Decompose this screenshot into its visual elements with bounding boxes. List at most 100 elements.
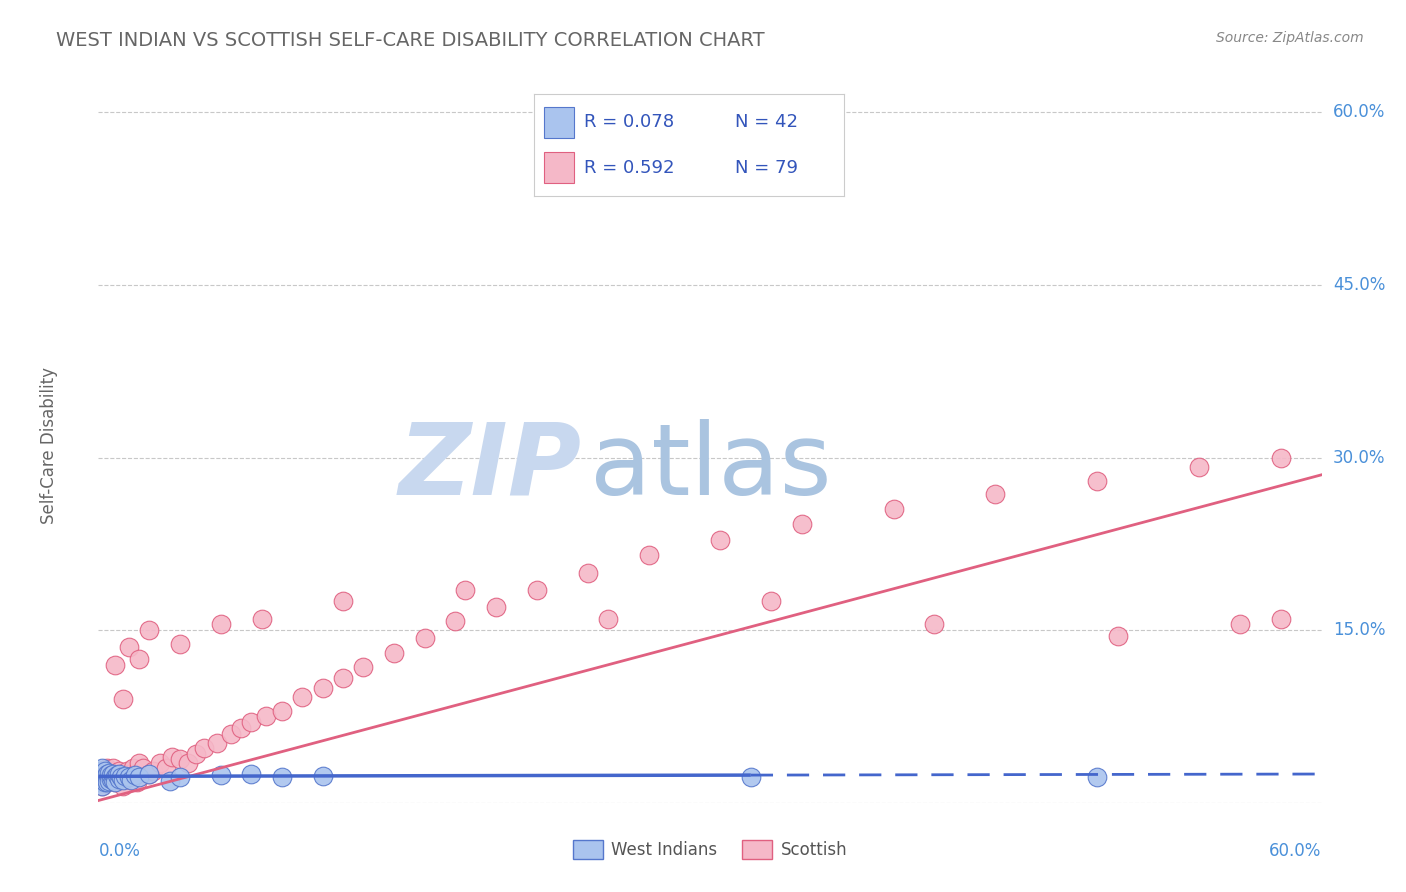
Point — [100, 772, 122, 787]
Point — [138, 623, 160, 637]
Text: N = 79: N = 79 — [735, 159, 799, 177]
Point — [91, 779, 114, 793]
Point — [132, 761, 155, 775]
Point — [761, 594, 783, 608]
Text: 30.0%: 30.0% — [1333, 449, 1385, 467]
Point — [93, 764, 115, 778]
Point — [231, 721, 253, 735]
Point — [155, 761, 177, 775]
Point — [240, 715, 263, 730]
Point — [104, 657, 127, 672]
Point — [100, 768, 122, 782]
Point — [576, 566, 599, 580]
Point — [91, 779, 114, 793]
Point — [332, 594, 354, 608]
Point — [96, 767, 118, 781]
Text: WEST INDIAN VS SCOTTISH SELF-CARE DISABILITY CORRELATION CHART: WEST INDIAN VS SCOTTISH SELF-CARE DISABI… — [56, 31, 765, 50]
Text: R = 0.592: R = 0.592 — [583, 159, 675, 177]
Point — [114, 771, 136, 785]
Point — [108, 772, 131, 787]
Point — [177, 756, 200, 770]
Point — [122, 761, 145, 775]
Point — [883, 502, 905, 516]
Text: Source: ZipAtlas.com: Source: ZipAtlas.com — [1216, 31, 1364, 45]
Point — [118, 771, 141, 785]
Point — [138, 767, 160, 781]
Point — [111, 772, 134, 787]
Point — [312, 769, 335, 783]
Point — [138, 767, 160, 781]
Point — [108, 764, 131, 778]
Point — [454, 582, 477, 597]
Point — [1085, 474, 1108, 488]
Point — [96, 761, 118, 775]
Text: 15.0%: 15.0% — [1333, 621, 1385, 640]
Point — [96, 775, 118, 789]
Point — [250, 612, 273, 626]
Point — [1270, 450, 1292, 465]
Point — [91, 761, 114, 775]
Bar — [544, 107, 575, 137]
Text: 0.0%: 0.0% — [98, 842, 141, 860]
Point — [193, 740, 215, 755]
Point — [89, 775, 111, 789]
Point — [108, 772, 131, 786]
Point — [637, 549, 661, 563]
Point — [104, 775, 127, 789]
Point — [115, 764, 138, 778]
Point — [984, 487, 1007, 501]
Point — [93, 771, 115, 785]
Point — [128, 756, 150, 770]
Point — [110, 767, 132, 781]
Point — [127, 775, 149, 789]
Point — [186, 747, 208, 762]
Point — [93, 772, 115, 787]
Point — [169, 771, 191, 785]
Point — [382, 646, 405, 660]
Point — [740, 771, 762, 785]
Point — [93, 767, 115, 781]
Point — [97, 771, 120, 785]
Point — [91, 764, 114, 778]
Point — [1085, 771, 1108, 785]
Point — [97, 764, 120, 778]
Point — [444, 614, 467, 628]
Point — [101, 761, 124, 775]
Point — [101, 772, 124, 787]
Point — [922, 617, 945, 632]
Point — [118, 640, 141, 655]
Point — [91, 771, 114, 785]
Point — [91, 772, 114, 787]
Point — [159, 773, 181, 788]
Point — [104, 767, 127, 781]
Point — [526, 582, 548, 597]
Text: N = 42: N = 42 — [735, 113, 799, 131]
Point — [1188, 459, 1211, 474]
Point — [97, 765, 120, 780]
Point — [128, 771, 150, 785]
Point — [91, 767, 114, 781]
Point — [97, 773, 120, 788]
Point — [108, 767, 131, 781]
Point — [124, 768, 146, 782]
Point — [124, 767, 146, 781]
Point — [413, 631, 436, 645]
Point — [312, 681, 335, 695]
Point — [352, 660, 374, 674]
Point — [111, 692, 134, 706]
Point — [89, 775, 111, 789]
Point — [105, 771, 128, 785]
Point — [114, 769, 136, 783]
Point — [100, 772, 122, 786]
Point — [169, 752, 191, 766]
Point — [101, 768, 124, 782]
Point — [1107, 629, 1129, 643]
Point — [598, 612, 620, 626]
Point — [240, 767, 263, 781]
Point — [93, 768, 115, 782]
Point — [104, 775, 127, 789]
Point — [1270, 612, 1292, 626]
Point — [270, 704, 294, 718]
Text: R = 0.078: R = 0.078 — [583, 113, 673, 131]
Point — [209, 768, 232, 782]
